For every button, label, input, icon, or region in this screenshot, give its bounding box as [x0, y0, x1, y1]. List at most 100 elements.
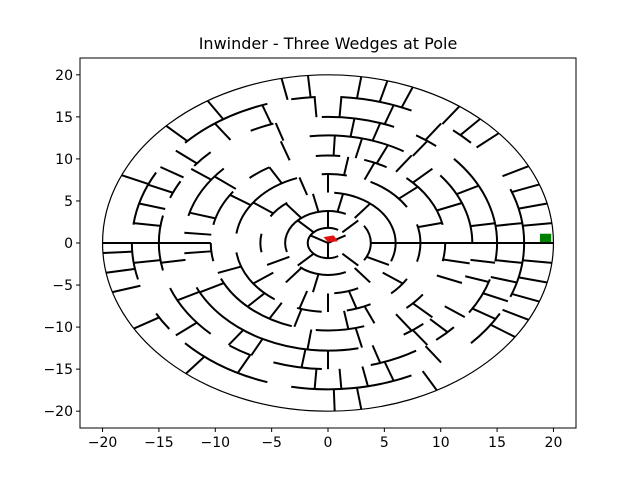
x-tick-label: 15 [488, 435, 506, 451]
maze-radial-wall [279, 140, 291, 161]
maze-ring-wall [370, 180, 408, 208]
maze-radial-wall [522, 259, 552, 264]
maze-radial-wall [338, 96, 343, 118]
maze-radial-wall [184, 250, 212, 255]
maze-radial-wall [412, 329, 429, 346]
maze-radial-wall [343, 156, 350, 176]
maze-radial-wall [459, 118, 481, 136]
x-tick-label: 20 [545, 435, 563, 451]
maze-radial-wall [190, 167, 212, 181]
maze-radial-wall [297, 252, 315, 267]
y-tick-label: −5 [52, 278, 73, 294]
maze-ring-wall [363, 242, 372, 261]
maze-radial-wall [285, 202, 302, 219]
maze-ring-wall [187, 167, 225, 217]
maze-radial-wall [383, 104, 395, 125]
maze-radial-wall [341, 252, 359, 267]
maze-radial-wall [298, 290, 309, 309]
maze-radial-wall [343, 310, 350, 330]
maze-radial-wall [398, 185, 419, 200]
maze-radial-wall [338, 368, 343, 390]
maze-ring-wall [321, 115, 395, 128]
maze-radial-wall [456, 184, 480, 196]
maze-radial-wall [412, 140, 429, 157]
maze-radial-wall [268, 302, 283, 320]
maze-ring-wall [220, 278, 293, 328]
maze-radial-wall [236, 354, 252, 374]
maze-ring-wall [195, 286, 359, 352]
maze-radial-wall [147, 183, 174, 194]
x-tick-label: −10 [200, 435, 230, 451]
maze-radial-wall [442, 258, 470, 265]
maze-radial-wall [311, 193, 320, 213]
maze-radial-wall [300, 349, 307, 368]
maze-radial-wall [133, 222, 161, 227]
maze-radial-wall [361, 366, 369, 387]
maze-ring-wall [296, 307, 322, 313]
maze-radial-wall [383, 361, 395, 382]
maze-radial-wall [138, 202, 166, 210]
maze-ring-wall [363, 225, 372, 244]
maze-radial-wall [313, 368, 318, 390]
maze-ring-wall [315, 325, 365, 332]
y-tick-label: −10 [43, 320, 73, 336]
maze-ring-wall [235, 252, 276, 301]
maze-radial-wall [378, 80, 389, 103]
maze-radial-wall [341, 219, 359, 234]
maze-radial-wall [175, 149, 198, 165]
maze-radial-wall [311, 273, 320, 293]
maze-radial-wall [424, 122, 442, 141]
maze-radial-wall [217, 265, 242, 274]
maze-ring-wall [340, 95, 412, 112]
maze-ring-wall [269, 201, 288, 218]
maze-radial-wall [518, 276, 548, 284]
maze-radial-wall [395, 154, 413, 173]
maze-radial-wall [511, 292, 540, 303]
maze-ring-wall [321, 173, 347, 177]
maze-ring-wall [435, 326, 455, 341]
maze-radial-wall [274, 122, 285, 142]
axis-ticks: −20 −15 −10 −5 0 5 10 15 20 −20 −15 −10 −5 0 5 10 15 20 [43, 68, 562, 451]
x-tick-label: 5 [380, 435, 389, 451]
x-tick-label: −5 [261, 435, 282, 451]
maze-radial-wall [349, 118, 356, 137]
maze-ring-wall [212, 190, 234, 226]
maze-ring-wall [291, 95, 316, 101]
maze-ring-wall [273, 361, 322, 371]
maze-radial-wall [482, 292, 509, 303]
maze-radial-wall [160, 258, 186, 264]
maze-ring-wall [235, 177, 298, 234]
maze-radial-wall [165, 125, 188, 142]
end-marker [539, 233, 552, 243]
x-tick-label: −20 [88, 435, 118, 451]
maze-radial-wall [400, 86, 414, 108]
maze-radial-wall [176, 290, 200, 302]
maze-radial-wall [412, 302, 434, 319]
maze-radial-wall [502, 165, 529, 178]
x-tick-label: 0 [324, 435, 333, 451]
maze-radial-wall [355, 76, 363, 99]
maze-radial-wall [252, 271, 274, 285]
y-tick-label: 5 [64, 194, 73, 210]
chart-title: Inwinder - Three Wedges at Pole [199, 34, 458, 53]
maze-radial-wall [464, 275, 490, 283]
start-marker [323, 235, 339, 243]
y-tick-label: 20 [55, 68, 73, 84]
maze-radial-wall [261, 104, 273, 125]
maze-radial-wall [306, 329, 313, 350]
maze-radial-wall [444, 305, 466, 319]
maze-radial-wall [371, 344, 382, 364]
maze-radial-wall [250, 338, 264, 356]
maze-radial-wall [421, 370, 438, 391]
maze-radial-wall [297, 219, 315, 234]
maze-ring-wall [184, 342, 268, 384]
maze-radial-wall [382, 271, 404, 285]
maze-ring-wall [370, 349, 417, 367]
maze-radial-wall [159, 166, 184, 179]
maze-radial-wall [511, 183, 540, 194]
maze-radial-wall [280, 78, 289, 101]
maze-ring-wall [405, 293, 424, 309]
maze-radial-wall [363, 305, 376, 324]
maze-radial-wall [522, 222, 552, 227]
